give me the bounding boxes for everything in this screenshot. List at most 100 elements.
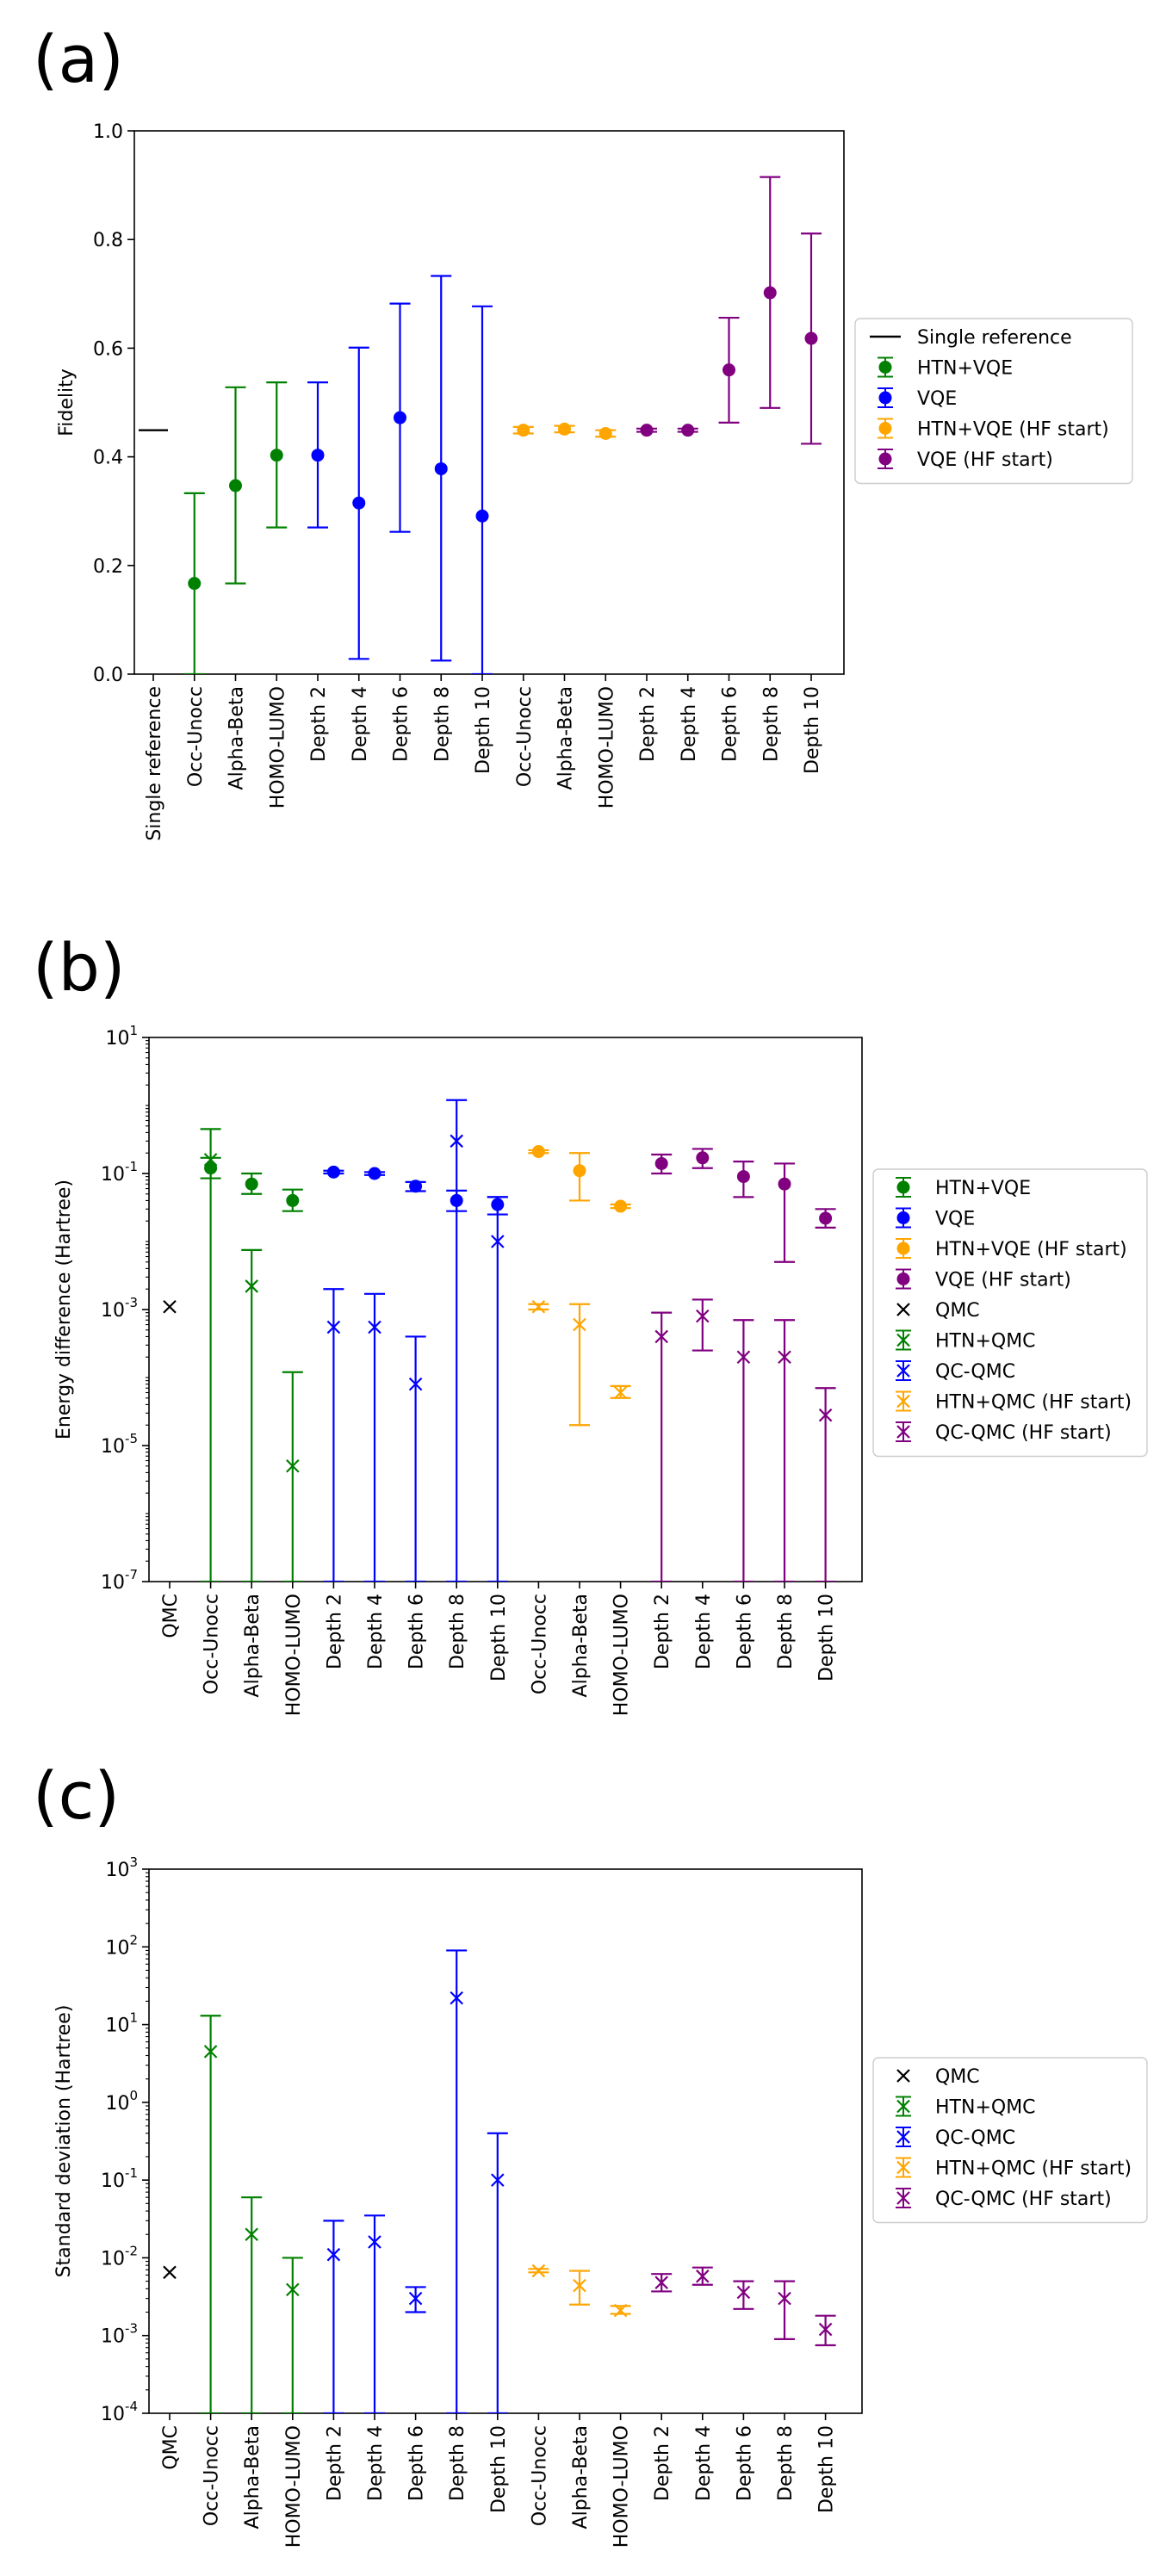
legend-swatch	[896, 1364, 910, 1378]
plot-frame	[148, 1037, 863, 1582]
legend-swatch	[896, 1425, 910, 1439]
panel-letter: (a)	[33, 21, 124, 97]
x-tick-label: Alpha-Beta	[226, 686, 248, 790]
legend-swatch	[878, 361, 892, 374]
data-point	[491, 1235, 505, 1248]
data-point	[408, 1377, 423, 1391]
data-point	[818, 2322, 833, 2337]
x-tick-label: Alpha-Beta	[242, 1594, 264, 1697]
y-tick-label: 103	[105, 1855, 138, 1881]
data-point	[368, 1167, 381, 1180]
x-tick-label: Depth 10	[816, 2425, 838, 2513]
y-tick-label: 10-2	[101, 2243, 138, 2269]
y-axis: 10-4 10-3 10-2 10-1 100 101 102 103	[101, 1855, 149, 2425]
y-tick-label: 101	[105, 1023, 138, 1050]
x-tick-label: Depth 2	[652, 2425, 673, 2501]
x-tick-label: HOMO-LUMO	[611, 1594, 633, 1716]
x-tick-label: Occ-Unocc	[514, 686, 536, 787]
plot-frame	[148, 1868, 863, 2414]
legend-swatch	[896, 2160, 910, 2175]
legend-label: HTN+VQE	[935, 1178, 1031, 1199]
legend-label: HTN+VQE	[917, 358, 1013, 380]
legend-item: HTN+QMC (HF start)	[896, 2157, 1132, 2180]
x-tick-label: HOMO-LUMO	[283, 1594, 305, 1716]
x-tick-label: Occ-Unocc	[529, 1594, 550, 1694]
data-point	[736, 1350, 751, 1364]
legend-label: QC-QMC (HF start)	[935, 1422, 1112, 1444]
legend-label: QMC	[935, 2066, 980, 2088]
y-tick-label: 0.2	[93, 556, 123, 578]
y-tick-label: 10-1	[101, 1159, 138, 1186]
x-tick-label: Depth 4	[693, 1594, 715, 1669]
series-htn-vqe-hf-start-	[512, 422, 617, 440]
legend-label: HTN+QMC	[935, 2097, 1036, 2119]
data-point	[654, 1329, 668, 1344]
data-point	[475, 509, 489, 523]
legend-item: HTN+QMC	[896, 2096, 1036, 2119]
y-tick-label: 0.0	[93, 665, 123, 686]
data-point	[286, 1459, 300, 1473]
y-axis: 10-7 10-5 10-3 10-1 101	[101, 1023, 149, 1594]
legend-label: HTN+VQE (HF start)	[935, 1239, 1127, 1260]
data-point	[394, 411, 406, 424]
series-qc-qmc-hf-start-	[651, 1298, 836, 1582]
legend-item: VQE (HF start)	[896, 1268, 1071, 1291]
series-htn-vqe	[183, 381, 288, 674]
legend-label: HTN+QMC (HF start)	[935, 2158, 1132, 2180]
y-tick-label: 0.8	[93, 230, 123, 251]
x-tick-label: Depth 8	[760, 686, 782, 762]
x-tick-label: Depth 4	[365, 1594, 387, 1669]
legend-label: HTN+QMC	[935, 1331, 1036, 1353]
x-tick-label: Alpha-Beta	[555, 686, 577, 790]
y-tick-label: 0.4	[93, 448, 123, 469]
x-tick-label: Alpha-Beta	[570, 1594, 592, 1697]
legend-item: QC-QMC	[896, 1360, 1015, 1383]
legend-swatch	[896, 1303, 910, 1316]
legend: HTN+VQE VQE HTN+VQE (HF start) VQE (HF star…	[872, 1168, 1148, 1458]
x-tick-label: Depth 4	[679, 686, 700, 762]
series-qc-qmc	[323, 1099, 508, 1582]
x-tick-label: Depth 6	[406, 1594, 428, 1669]
x-tick-label: Depth 6	[734, 2425, 755, 2501]
legend-item: QMC	[896, 1300, 980, 1322]
data-point	[778, 1350, 791, 1364]
y-tick-label: 1.0	[93, 121, 123, 143]
x-tick-label: Depth 10	[473, 686, 494, 774]
legend-swatch	[896, 1273, 910, 1285]
x-tick-label: Depth 8	[775, 1594, 797, 1669]
legend-label: QC-QMC	[935, 2127, 1015, 2149]
data-point	[778, 1177, 791, 1191]
data-point	[188, 577, 202, 591]
data-point	[450, 1991, 463, 2005]
data-point	[434, 461, 448, 475]
x-tick-label: Depth 8	[447, 2425, 468, 2501]
series-htn-vqe-hf-start-	[528, 1145, 631, 1213]
x-tick-label: Depth 6	[734, 1594, 755, 1669]
data-point	[311, 449, 325, 462]
x-axis: QMC Occ-Unocc Alpha-Beta HOMO-LUMO Depth 2 De…	[160, 2413, 838, 2548]
x-tick-label: Depth 10	[802, 686, 823, 774]
data-point	[819, 1211, 833, 1225]
x-tick-label: Depth 4	[365, 2425, 387, 2501]
x-tick-label: Depth 6	[720, 686, 741, 762]
y-tick-label: 100	[105, 2088, 138, 2115]
series-qmc	[163, 2265, 177, 2280]
legend-label: QC-QMC (HF start)	[935, 2189, 1112, 2210]
x-axis: Single reference Occ-Unocc Alpha-Beta HOMO-…	[144, 674, 823, 841]
data-point	[326, 1320, 341, 1334]
data-point	[640, 424, 654, 437]
legend-label: VQE	[935, 1209, 975, 1230]
x-tick-label: Depth 2	[637, 686, 659, 762]
data-point	[763, 286, 777, 300]
data-point	[245, 1177, 258, 1191]
legend-swatch	[896, 2191, 910, 2205]
legend-box	[872, 2057, 1148, 2224]
x-tick-label: HOMO-LUMO	[611, 2425, 633, 2548]
x-tick-label: Depth 10	[488, 1594, 510, 1681]
data-point	[450, 1134, 463, 1149]
data-point	[654, 2276, 668, 2289]
legend-swatch	[896, 1333, 910, 1347]
data-point	[696, 1309, 710, 1323]
panel-b: (b) 10-7 10-5 10-3 10-1 101 Energy difference …	[33, 929, 1148, 1716]
